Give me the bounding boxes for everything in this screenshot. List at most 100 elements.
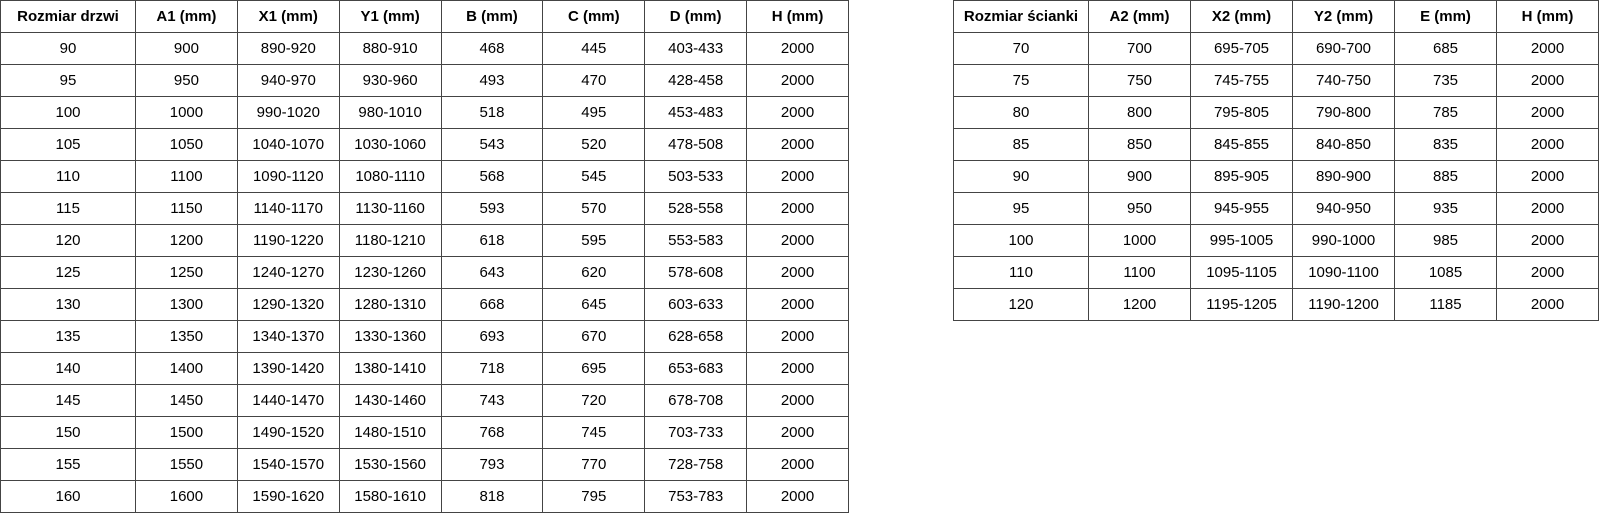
table-cell: 1190-1200 <box>1292 288 1395 321</box>
table-row: 100 1000 990-1020 980-1010 518 495 453-483 2000 <box>0 96 849 129</box>
table-cell: 120 <box>0 224 136 257</box>
table-cell: 2000 <box>746 96 849 129</box>
table-row: 120 1200 1195-1205 1190-1200 1185 2000 <box>953 288 1599 321</box>
table-cell: 1090-1120 <box>236 160 340 193</box>
table-cell: 150 <box>0 416 136 449</box>
column-header: X2 (mm) <box>1190 0 1293 33</box>
table-cell: 940-950 <box>1292 192 1395 225</box>
table-cell: 2000 <box>1496 64 1599 97</box>
table-cell: 840-850 <box>1292 128 1395 161</box>
table-cell: 950 <box>135 64 238 97</box>
column-header: C (mm) <box>542 0 646 33</box>
table-cell: 845-855 <box>1190 128 1293 161</box>
table-cell: 770 <box>542 448 646 481</box>
table-cell: 718 <box>440 352 544 385</box>
table-cell: 950 <box>1088 192 1191 225</box>
table-cell: 453-483 <box>644 96 748 129</box>
table-cell: 1530-1560 <box>338 448 442 481</box>
table-cell: 850 <box>1088 128 1191 161</box>
table-cell: 890-900 <box>1292 160 1395 193</box>
column-header: B (mm) <box>440 0 544 33</box>
column-header: Rozmiar ścianki <box>953 0 1089 33</box>
table-cell: 695 <box>542 352 646 385</box>
table-cell: 643 <box>440 256 544 289</box>
header-row: Rozmiar drzwi A1 (mm) X1 (mm) Y1 (mm) B (mm)… <box>0 0 849 33</box>
table-cell: 1230-1260 <box>338 256 442 289</box>
table-cell: 578-608 <box>644 256 748 289</box>
table-cell: 80 <box>953 96 1089 129</box>
table-cell: 728-758 <box>644 448 748 481</box>
table-cell: 1185 <box>1394 288 1497 321</box>
table-cell: 645 <box>542 288 646 321</box>
table-cell: 685 <box>1394 32 1497 65</box>
table-row: 125 1250 1240-1270 1230-1260 643 620 578-608 20… <box>0 256 849 289</box>
table-cell: 980-1010 <box>338 96 442 129</box>
table-cell: 618 <box>440 224 544 257</box>
table-cell: 1350 <box>135 320 238 353</box>
table-cell: 2000 <box>1496 192 1599 225</box>
table-cell: 1130-1160 <box>338 192 442 225</box>
table-cell: 543 <box>440 128 544 161</box>
table-cell: 115 <box>0 192 136 225</box>
table-cell: 493 <box>440 64 544 97</box>
table-cell: 2000 <box>746 288 849 321</box>
table-cell: 105 <box>0 128 136 161</box>
table-cell: 835 <box>1394 128 1497 161</box>
table-row: 140 1400 1390-1420 1380-1410 718 695 653-683 20… <box>0 352 849 385</box>
table-cell: 1290-1320 <box>236 288 340 321</box>
table-cell: 930-960 <box>338 64 442 97</box>
table-cell: 985 <box>1394 224 1497 257</box>
table-cell: 895-905 <box>1190 160 1293 193</box>
table-cell: 478-508 <box>644 128 748 161</box>
table-cell: 2000 <box>746 160 849 193</box>
table-cell: 100 <box>0 96 136 129</box>
column-header: A2 (mm) <box>1088 0 1191 33</box>
table-cell: 595 <box>542 224 646 257</box>
table-cell: 2000 <box>746 64 849 97</box>
table-cell: 1190-1220 <box>236 224 340 257</box>
table-cell: 1590-1620 <box>236 480 340 513</box>
table-cell: 145 <box>0 384 136 417</box>
table-row: 90 900 890-920 880-910 468 445 403-433 2000 <box>0 32 849 65</box>
table-cell: 528-558 <box>644 192 748 225</box>
table-cell: 100 <box>953 224 1089 257</box>
table-cell: 110 <box>953 256 1089 289</box>
table-cell: 593 <box>440 192 544 225</box>
table-cell: 570 <box>542 192 646 225</box>
table-cell: 995-1005 <box>1190 224 1293 257</box>
table-cell: 785 <box>1394 96 1497 129</box>
table-cell: 1040-1070 <box>236 128 340 161</box>
table-cell: 2000 <box>746 384 849 417</box>
table-cell: 603-633 <box>644 288 748 321</box>
table-cell: 2000 <box>746 480 849 513</box>
table-cell: 990-1000 <box>1292 224 1395 257</box>
table-cell: 2000 <box>746 256 849 289</box>
table-cell: 1030-1060 <box>338 128 442 161</box>
table-cell: 2000 <box>1496 128 1599 161</box>
table-cell: 1430-1460 <box>338 384 442 417</box>
table-cell: 1340-1370 <box>236 320 340 353</box>
table-cell: 1450 <box>135 384 238 417</box>
table-row: 75 750 745-755 740-750 735 2000 <box>953 64 1599 97</box>
table-cell: 2000 <box>746 320 849 353</box>
table-cell: 2000 <box>746 192 849 225</box>
door-size-table: Rozmiar drzwi A1 (mm) X1 (mm) Y1 (mm) B (mm)… <box>0 0 849 513</box>
table-cell: 693 <box>440 320 544 353</box>
table-cell: 1100 <box>1088 256 1191 289</box>
table-cell: 790-800 <box>1292 96 1395 129</box>
table-cell: 160 <box>0 480 136 513</box>
table-cell: 940-970 <box>236 64 340 97</box>
table-cell: 1250 <box>135 256 238 289</box>
table-row: 155 1550 1540-1570 1530-1560 793 770 728-758 20… <box>0 448 849 481</box>
table-cell: 795 <box>542 480 646 513</box>
table-cell: 545 <box>542 160 646 193</box>
table-row: 145 1450 1440-1470 1430-1460 743 720 678-708 20… <box>0 384 849 417</box>
table-cell: 518 <box>440 96 544 129</box>
table-cell: 620 <box>542 256 646 289</box>
table-cell: 445 <box>542 32 646 65</box>
table-cell: 1180-1210 <box>338 224 442 257</box>
table-cell: 2000 <box>1496 160 1599 193</box>
table-cell: 1300 <box>135 288 238 321</box>
table-row: 95 950 945-955 940-950 935 2000 <box>953 192 1599 225</box>
table-cell: 945-955 <box>1190 192 1293 225</box>
